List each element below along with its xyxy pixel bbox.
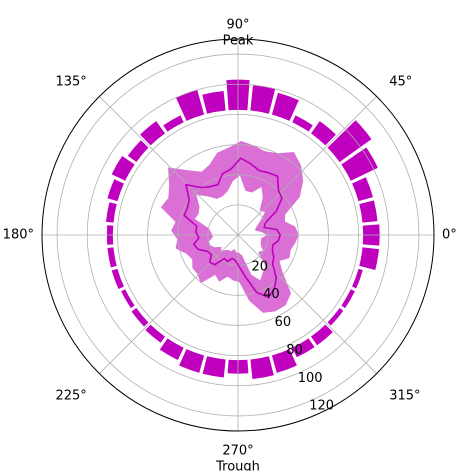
theta-tick-315: 315° <box>389 389 420 404</box>
r-tick-100: 100 <box>298 371 323 386</box>
theta-tick-135: 135° <box>55 74 86 89</box>
theta-tick-225: 225° <box>55 389 86 404</box>
bar-220 <box>131 308 149 327</box>
bar-40 <box>327 120 372 162</box>
bar-300 <box>292 338 315 358</box>
theta-tick-90: 90° <box>226 18 249 33</box>
theta-tick-0: 0° <box>442 228 457 243</box>
bar-170 <box>106 202 117 223</box>
bar-280 <box>250 356 274 379</box>
r-tick-80: 80 <box>286 343 303 358</box>
grid-layer <box>41 38 435 432</box>
bar-340 <box>352 268 363 289</box>
grid-spoke-135 <box>99 96 239 236</box>
theta-sublabel-90: Peak <box>223 34 254 49</box>
bar-190 <box>107 247 117 268</box>
theta-tick-45: 45° <box>389 74 412 89</box>
bar-350 <box>359 247 379 270</box>
bar-110 <box>176 89 205 121</box>
grid-spoke-315 <box>237 234 377 374</box>
r-tick-60: 60 <box>275 315 292 330</box>
r-tick-120: 120 <box>309 399 334 414</box>
bar-layer <box>106 79 380 379</box>
mean-line <box>183 157 283 299</box>
bar-10 <box>359 200 378 223</box>
bar-310 <box>311 324 333 346</box>
grid-spoke-225 <box>99 234 239 374</box>
bar-320 <box>327 308 344 326</box>
bar-70 <box>271 92 299 121</box>
label-layer: 0° 45° 90°Peak 135° 180° 225° 270°Trough 315° 20… <box>3 18 457 471</box>
bar-80 <box>250 85 276 114</box>
outer-frame <box>41 38 435 432</box>
bar-200 <box>111 268 124 289</box>
theta-sublabel-270: Trough <box>215 460 260 471</box>
bar-290 <box>271 349 297 373</box>
bar-120 <box>163 115 184 132</box>
bar-140 <box>127 140 149 162</box>
bar-30 <box>341 147 378 181</box>
bar-210 <box>121 289 135 309</box>
bar-250 <box>179 349 205 373</box>
bar-230 <box>145 324 165 343</box>
r-tick-40: 40 <box>263 287 280 302</box>
bar-260 <box>202 356 226 378</box>
bar-50 <box>311 121 336 146</box>
bar-20 <box>352 177 373 202</box>
mean-line-layer <box>183 157 283 299</box>
theta-tick-180: 180° <box>3 228 34 243</box>
bar-240 <box>159 338 184 360</box>
bar-60 <box>292 115 313 132</box>
grid-spoke-45 <box>237 96 377 236</box>
theta-tick-270: 270° <box>222 444 253 459</box>
bar-100 <box>202 91 226 114</box>
bar-160 <box>107 179 124 202</box>
bar-150 <box>111 156 135 181</box>
bar-130 <box>140 121 165 146</box>
r-tick-20: 20 <box>252 259 269 274</box>
bar-330 <box>341 289 355 309</box>
